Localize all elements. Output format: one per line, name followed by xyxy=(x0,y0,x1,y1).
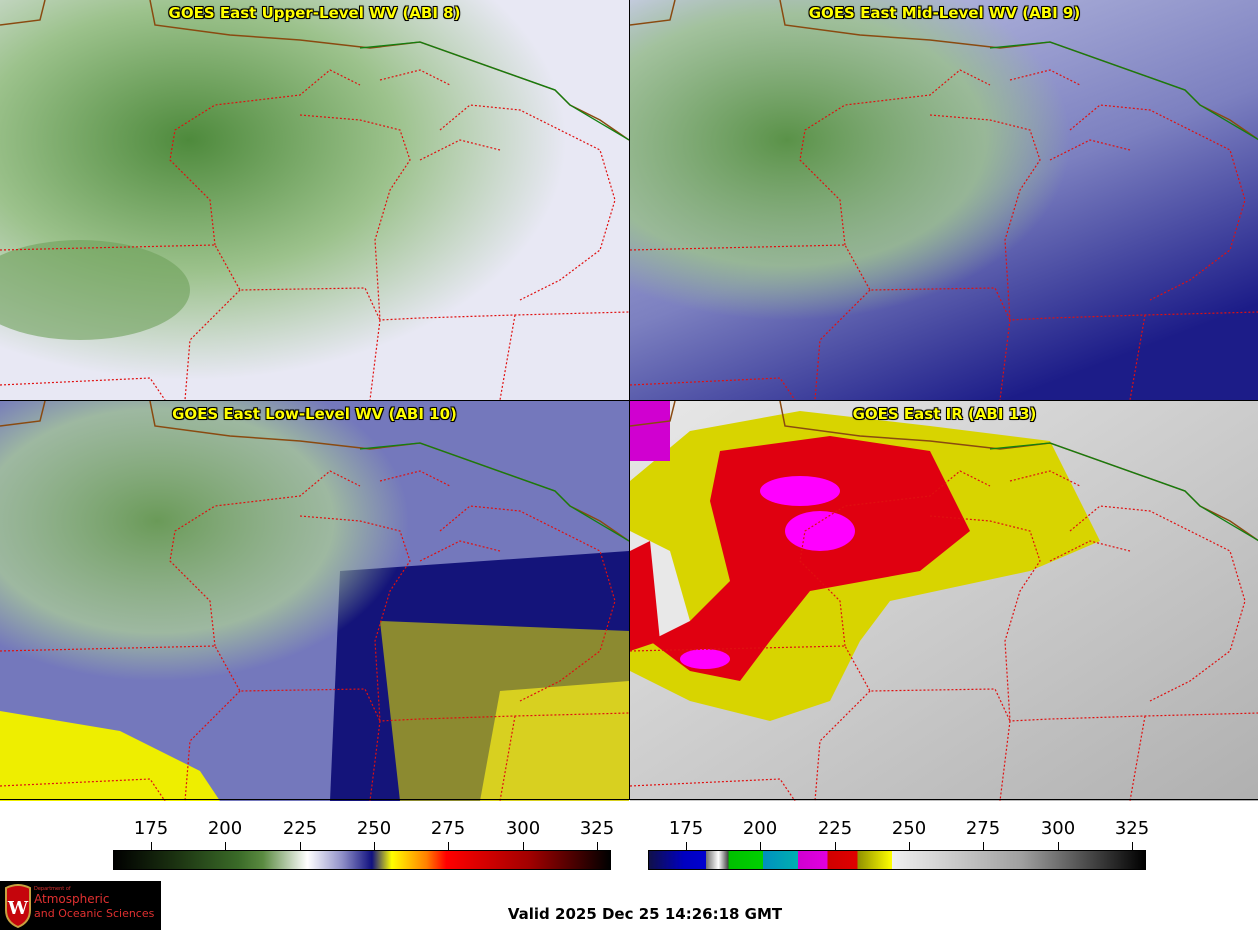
panel-title: GOES East Upper-Level WV (ABI 8) xyxy=(168,4,461,22)
panel-ir: GOES East IR (ABI 13) xyxy=(630,401,1258,801)
panel-title: GOES East Low-Level WV (ABI 10) xyxy=(172,405,457,423)
tick-label: 200 xyxy=(742,818,778,839)
tick-label: 200 xyxy=(207,818,243,839)
ir-colorbar-gradient xyxy=(648,850,1146,870)
panel-low-level-wv: GOES East Low-Level WV (ABI 10) xyxy=(0,401,629,801)
tick-label: 300 xyxy=(1040,818,1076,839)
tick-label: 250 xyxy=(891,818,927,839)
panel-mid-level-wv: GOES East Mid-Level WV (ABI 9) xyxy=(630,0,1258,400)
valid-time: Valid 2025 Dec 25 14:26:18 GMT xyxy=(507,905,783,923)
tick-label: 225 xyxy=(282,818,318,839)
wv-colorbar-gradient xyxy=(113,850,611,870)
panel-divider xyxy=(0,799,1258,800)
tick-label: 325 xyxy=(579,818,615,839)
logo-text: Department of xyxy=(34,886,71,892)
svg-text:W: W xyxy=(7,898,29,919)
tick-label: 275 xyxy=(430,818,466,839)
tick-label: 325 xyxy=(1114,818,1150,839)
tick-label: 175 xyxy=(133,818,169,839)
uw-crest-icon: W xyxy=(5,884,31,928)
tick-label: 175 xyxy=(668,818,704,839)
panel-upper-level-wv: GOES East Upper-Level WV (ABI 8) xyxy=(0,0,629,400)
aos-logo: W Department of Atmospheric and Oceanic … xyxy=(0,881,161,930)
panel-title: GOES East IR (ABI 13) xyxy=(852,405,1037,423)
logo-text: Atmospheric xyxy=(34,892,110,906)
tick-label: 275 xyxy=(965,818,1001,839)
tick-label: 225 xyxy=(817,818,853,839)
panel-divider xyxy=(0,400,1258,401)
logo-text: and Oceanic Sciences xyxy=(34,907,155,920)
tick-label: 250 xyxy=(356,818,392,839)
tick-label: 300 xyxy=(505,818,541,839)
panel-title: GOES East Mid-Level WV (ABI 9) xyxy=(808,4,1081,22)
